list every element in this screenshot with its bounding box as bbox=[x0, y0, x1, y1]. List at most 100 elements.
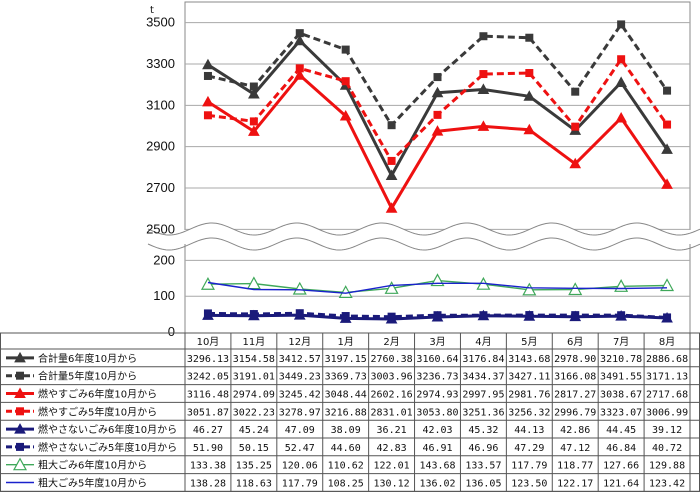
table-cell: 3236.73 bbox=[416, 372, 458, 383]
data-point bbox=[571, 87, 580, 96]
data-point bbox=[295, 309, 304, 318]
table-cell: 3434.37 bbox=[462, 372, 504, 383]
legend-key-marker bbox=[16, 371, 24, 380]
table-cell: 3427.11 bbox=[508, 372, 550, 383]
table-cell: 40.72 bbox=[652, 443, 682, 454]
series-4 bbox=[203, 55, 672, 165]
table-header-cell: 12月 bbox=[288, 336, 311, 348]
table-cell: 47.29 bbox=[514, 443, 544, 454]
data-point bbox=[249, 82, 258, 91]
table-cell: 138.28 bbox=[190, 479, 226, 490]
table-header-cell: 2月 bbox=[383, 336, 399, 348]
table-cell: 52.47 bbox=[285, 443, 315, 454]
data-point bbox=[249, 310, 258, 319]
table-cell: 3251.36 bbox=[462, 407, 504, 418]
data-point bbox=[200, 276, 215, 290]
table-cell: 118.77 bbox=[557, 461, 593, 472]
table-cell: 36.21 bbox=[377, 425, 407, 436]
data-point bbox=[203, 111, 212, 120]
y-tick-label: 2900 bbox=[146, 139, 175, 154]
data-point bbox=[385, 202, 398, 213]
data-point bbox=[431, 125, 444, 136]
data-point bbox=[202, 58, 214, 70]
table-cell: 3154.58 bbox=[233, 354, 275, 365]
legend-key-marker bbox=[16, 407, 24, 416]
data-point bbox=[248, 88, 260, 99]
table-cell: 39.12 bbox=[652, 425, 682, 436]
data-point bbox=[663, 313, 672, 322]
table-cell: 42.83 bbox=[377, 443, 407, 454]
legend-label: 燃やすごみ6年度10月から bbox=[38, 388, 157, 401]
data-point bbox=[479, 311, 488, 320]
data-point bbox=[663, 86, 672, 95]
data-point bbox=[525, 69, 534, 78]
legend-label: 燃やさないごみ5年度10月から bbox=[38, 441, 177, 454]
y-tick-label: 2700 bbox=[146, 180, 175, 195]
table-cell: 3323.07 bbox=[600, 407, 642, 418]
data-point bbox=[203, 309, 212, 318]
table-cell: 133.38 bbox=[190, 461, 226, 472]
break-fill bbox=[148, 230, 700, 244]
table-cell: 135.25 bbox=[236, 461, 272, 472]
series-6 bbox=[203, 309, 672, 322]
data-point bbox=[339, 109, 352, 121]
table-cell: 118.63 bbox=[236, 479, 272, 490]
table-cell: 2602.16 bbox=[371, 390, 413, 401]
table-cell: 42.86 bbox=[560, 425, 590, 436]
data-point bbox=[431, 86, 444, 98]
table-cell: 47.12 bbox=[560, 443, 590, 454]
series-lines bbox=[200, 20, 675, 324]
grid-lines bbox=[185, 22, 690, 297]
data-point bbox=[479, 70, 488, 79]
data-point bbox=[615, 111, 627, 123]
data-point bbox=[617, 311, 626, 320]
data-point bbox=[479, 32, 488, 41]
table-header-cell: 6月 bbox=[567, 336, 583, 348]
data-point bbox=[246, 276, 261, 290]
data-point bbox=[202, 95, 214, 107]
legend-key-marker bbox=[14, 387, 26, 398]
data-point bbox=[341, 312, 350, 321]
y-tick-label: 200 bbox=[153, 252, 175, 267]
data-point bbox=[249, 117, 258, 126]
table-cell: 3245.42 bbox=[279, 390, 321, 401]
y-tick-label: 2500 bbox=[146, 221, 175, 236]
table-cell: 127.66 bbox=[603, 461, 639, 472]
table-cell: 3143.68 bbox=[508, 354, 550, 365]
table-cell: 50.15 bbox=[239, 443, 269, 454]
table-cell: 46.96 bbox=[468, 443, 498, 454]
table-cell: 3449.23 bbox=[279, 372, 321, 383]
table-cell: 110.62 bbox=[328, 461, 364, 472]
legend-label: 合計量6年度10月から bbox=[38, 352, 137, 365]
data-point bbox=[523, 123, 536, 135]
table-cell: 123.50 bbox=[511, 479, 547, 490]
table-cell: 42.03 bbox=[422, 425, 452, 436]
data-point bbox=[523, 90, 536, 101]
table-row: 合計量5年度10月から 3242.05 3191.01 3449.23 3369.73 3… bbox=[6, 370, 688, 383]
table-cell: 3038.67 bbox=[600, 390, 642, 401]
break-wave bbox=[147, 237, 700, 251]
data-point bbox=[661, 143, 673, 154]
table-cell: 44.45 bbox=[606, 425, 636, 436]
table-cell: 143.68 bbox=[419, 461, 455, 472]
table-cell: 2974.93 bbox=[416, 390, 458, 401]
table-cell: 3176.84 bbox=[462, 354, 504, 365]
y-tick-label: 3100 bbox=[146, 97, 175, 112]
table-cell: 3051.87 bbox=[187, 407, 229, 418]
table-cell: 45.32 bbox=[468, 425, 498, 436]
table-cell: 44.60 bbox=[331, 443, 361, 454]
y-tick-label: 3500 bbox=[146, 15, 175, 30]
series-8 bbox=[207, 281, 668, 294]
table-cell: 3296.13 bbox=[187, 354, 229, 365]
table-row: 燃やさないごみ5年度10月から 51.90 50.15 52.47 44.60 42.83… bbox=[6, 441, 682, 454]
data-point bbox=[387, 312, 396, 321]
table-cell: 133.57 bbox=[465, 461, 501, 472]
table-cell: 136.05 bbox=[465, 479, 501, 490]
table-cell: 3022.23 bbox=[233, 407, 275, 418]
table-cell: 2974.09 bbox=[233, 390, 275, 401]
table-cell: 2996.79 bbox=[554, 407, 596, 418]
table-cell: 2997.95 bbox=[462, 390, 504, 401]
legend-key-marker bbox=[16, 442, 24, 451]
data-point bbox=[663, 120, 672, 129]
